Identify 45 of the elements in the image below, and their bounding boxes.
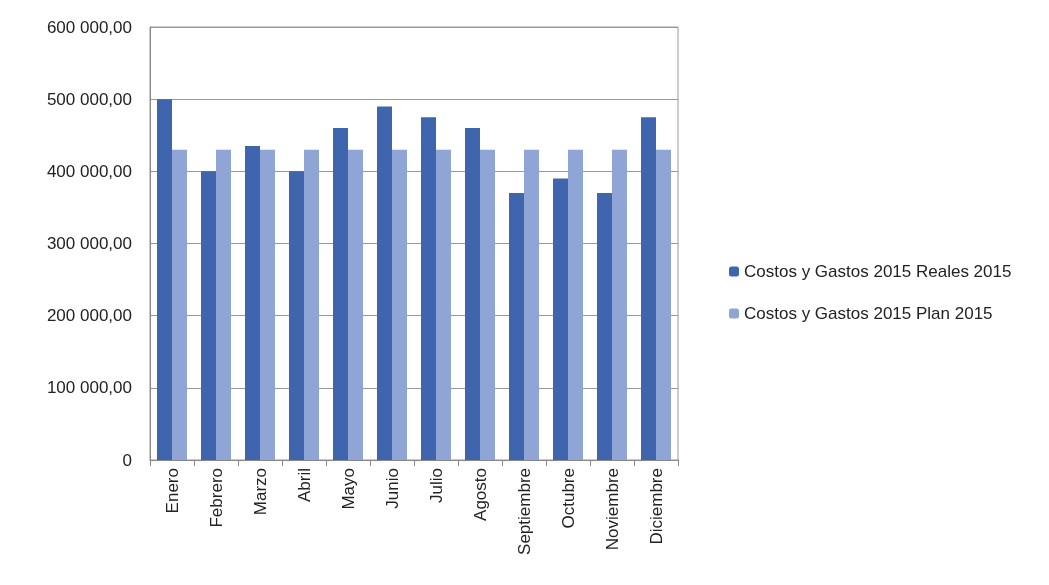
legend-label: Costos y Gastos 2015 Plan 2015 (744, 304, 993, 323)
bar (392, 149, 407, 460)
x-tick-label: Noviembre (602, 468, 622, 551)
y-tick-label: 0 (122, 450, 132, 470)
bar (260, 149, 275, 460)
legend-label: Costos y Gastos 2015 Reales 2015 (744, 262, 1012, 281)
y-tick-label: 500 000,00 (46, 89, 132, 109)
x-tick-label: Enero (162, 468, 182, 514)
y-tick-label: 400 000,00 (46, 161, 132, 181)
x-tick-label: Septiembre (514, 468, 534, 555)
bar (245, 146, 260, 460)
bar (348, 149, 363, 460)
bar (568, 149, 583, 460)
bar (216, 149, 231, 460)
bar (157, 99, 172, 460)
bar (465, 128, 480, 460)
bar (524, 149, 539, 460)
x-tick-label: Agosto (470, 468, 490, 521)
bar (421, 117, 436, 460)
x-tick-label: Octubre (558, 468, 578, 529)
x-tick-label: Abril (294, 468, 314, 503)
y-tick-label: 100 000,00 (46, 378, 132, 398)
x-tick-label: Julio (426, 468, 446, 503)
bar (172, 149, 187, 460)
bar (480, 149, 495, 460)
bar (509, 192, 524, 460)
bar (436, 149, 451, 460)
y-tick-label: 600 000,00 (46, 17, 132, 37)
bar (289, 171, 304, 460)
bar (612, 149, 627, 460)
x-tick-label: Mayo (338, 468, 358, 510)
x-tick-label: Marzo (250, 468, 270, 516)
bar (377, 106, 392, 460)
bar (333, 128, 348, 460)
y-tick-label: 200 000,00 (46, 306, 132, 326)
bar (553, 178, 568, 460)
x-tick-label: Febrero (206, 468, 226, 528)
bar (304, 149, 319, 460)
bar (597, 192, 612, 460)
x-tick-label: Junio (382, 468, 402, 509)
y-tick-label: 300 000,00 (46, 234, 132, 253)
x-tick-label: Diciembre (646, 468, 666, 545)
bar (201, 171, 216, 460)
bar (656, 149, 671, 460)
bar (641, 117, 656, 460)
